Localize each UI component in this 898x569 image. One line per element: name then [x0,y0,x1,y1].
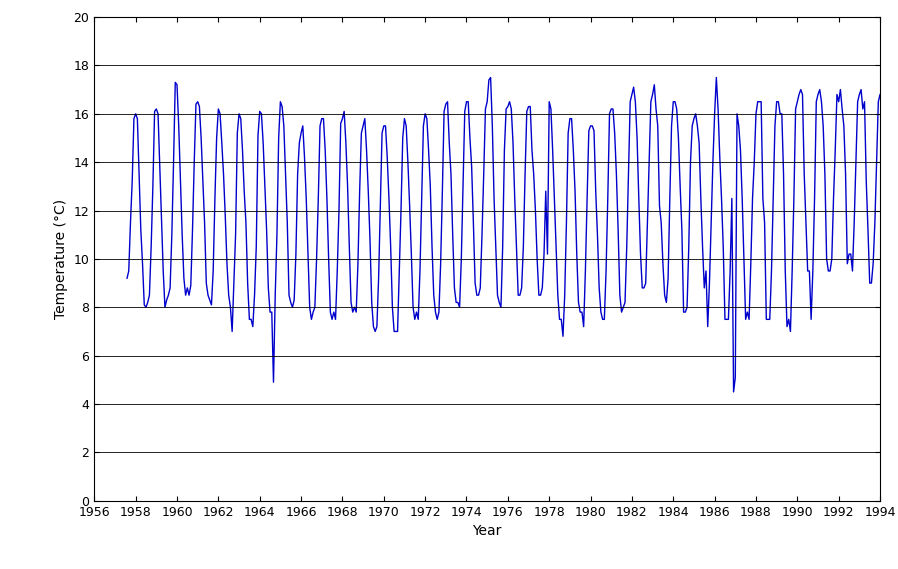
X-axis label: Year: Year [472,524,502,538]
Y-axis label: Temperature (°C): Temperature (°C) [54,199,68,319]
